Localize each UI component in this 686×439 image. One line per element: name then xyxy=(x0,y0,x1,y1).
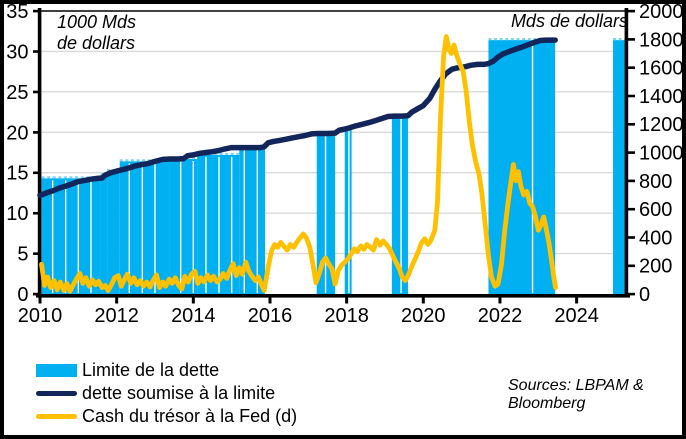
x-tick-label: 2024 xyxy=(554,305,599,327)
y-left-tick xyxy=(33,50,40,53)
left-axis-unit-label: 1000 Mds de dollars xyxy=(57,12,137,53)
debt-subject-swatch xyxy=(36,391,77,396)
right-axis-line xyxy=(624,8,629,298)
bar-segment xyxy=(488,40,556,295)
y-left-tick-label: 0 xyxy=(17,284,28,306)
y-right-tick xyxy=(628,207,635,211)
y-right-tick-label: 1800 xyxy=(639,29,684,51)
debt-limit-swatch xyxy=(36,364,77,377)
right-axis-unit-label: Mds de dollars xyxy=(510,11,628,31)
y-left-tick xyxy=(33,292,40,296)
x-tick-label: 2010 xyxy=(18,305,63,327)
y-right-tick xyxy=(628,264,635,268)
y-right-tick-label: 400 xyxy=(639,227,672,249)
x-tick xyxy=(498,294,502,304)
y-left-tick-label: 20 xyxy=(6,122,28,144)
legend-label: Limite de la dette xyxy=(82,360,220,380)
y-left-tick-label: 15 xyxy=(6,163,28,185)
y-right-tick-label: 2000 xyxy=(639,1,684,23)
x-tick xyxy=(268,294,272,304)
legend-label: Cash du trésor à la Fed (d) xyxy=(82,406,298,426)
x-tick xyxy=(421,294,425,304)
left-axis-line xyxy=(37,8,42,298)
legend: Limite de la dette dette soumise à la li… xyxy=(36,359,297,428)
x-tick-label: 2022 xyxy=(478,305,523,327)
sources-line1: Sources: LBPAM & xyxy=(508,377,644,394)
bar-segment xyxy=(613,40,626,295)
y-right-tick xyxy=(628,9,635,13)
y-left-tick-label: 30 xyxy=(6,41,28,63)
x-tick xyxy=(38,294,42,304)
y-left-tick xyxy=(33,171,40,175)
x-tick xyxy=(345,294,349,304)
x-tick-label: 2012 xyxy=(94,305,139,327)
y-right-tick xyxy=(628,292,635,296)
y-left-tick xyxy=(33,211,40,215)
bar-segment xyxy=(100,175,108,294)
treasury-cash-line xyxy=(39,34,558,294)
treasury-cash-swatch xyxy=(36,414,77,419)
y-right-tick xyxy=(628,94,635,98)
bar-segment xyxy=(344,128,352,294)
y-right-tick-label: 600 xyxy=(639,199,672,221)
y-right-tick-label: 200 xyxy=(639,256,672,278)
x-tick-label: 2020 xyxy=(401,305,446,327)
x-tick-label: 2014 xyxy=(171,305,216,327)
y-left-tick xyxy=(33,90,40,94)
legend-item-debt-limit: Limite de la dette xyxy=(36,359,297,382)
y-left-tick-label: 5 xyxy=(17,244,28,266)
x-tick-label: 2016 xyxy=(248,305,293,327)
x-tick xyxy=(191,294,195,304)
y-right-tick xyxy=(628,38,635,41)
y-right-tick xyxy=(628,236,635,239)
x-tick xyxy=(115,294,119,304)
legend-item-treasury-cash: Cash du trésor à la Fed (d) xyxy=(36,405,297,428)
x-axis-line xyxy=(36,294,630,298)
y-left-tick-label: 10 xyxy=(6,203,28,225)
bar-segment xyxy=(41,178,101,294)
legend-label: dette soumise à la limite xyxy=(82,383,276,403)
x-tick xyxy=(575,294,579,304)
y-right-tick-label: 1600 xyxy=(639,58,684,80)
y-right-tick xyxy=(628,179,635,183)
y-right-tick-label: 1200 xyxy=(639,114,684,136)
bar-segment xyxy=(107,171,120,294)
sources-note: Sources: LBPAM & Bloomberg xyxy=(508,377,668,413)
y-right-tick xyxy=(628,66,635,69)
x-tick-label: 2018 xyxy=(324,305,369,327)
y-right-tick xyxy=(628,123,635,126)
legend-item-debt-subject: dette soumise à la limite xyxy=(36,382,297,405)
y-right-tick-label: 0 xyxy=(639,284,650,306)
y-left-tick xyxy=(33,131,40,134)
y-right-tick xyxy=(628,151,635,154)
y-left-tick-label: 35 xyxy=(6,1,28,23)
y-left-tick xyxy=(33,252,40,255)
debt-subject-line xyxy=(37,37,558,199)
y-right-tick-label: 1400 xyxy=(639,86,684,108)
y-left-tick xyxy=(33,9,40,13)
y-right-tick-label: 800 xyxy=(639,171,672,193)
bar-segment xyxy=(197,154,240,294)
y-left-tick-label: 25 xyxy=(6,82,28,104)
y-right-tick-label: 1000 xyxy=(639,143,684,165)
sources-line2: Bloomberg xyxy=(508,395,586,412)
bar-segment xyxy=(391,116,408,294)
